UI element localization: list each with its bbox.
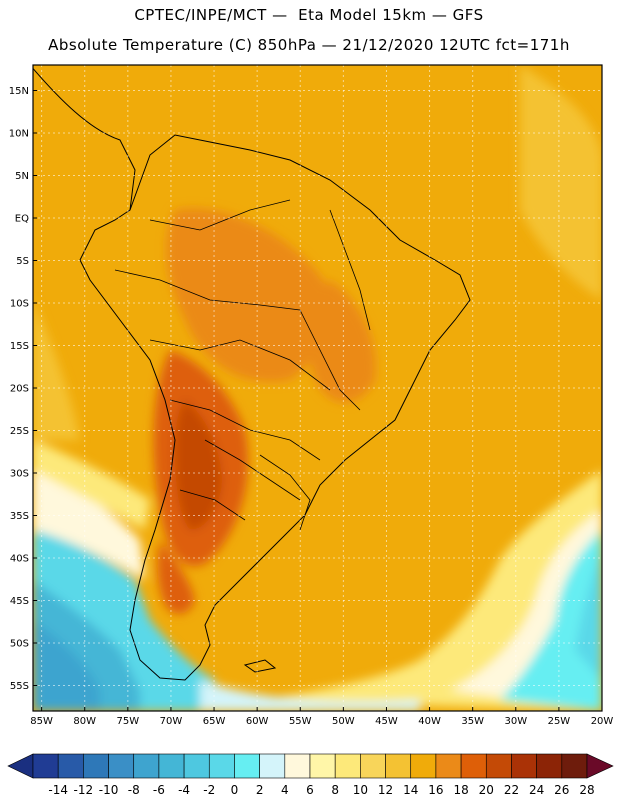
chart-title-line1: CPTEC/INPE/MCT — Eta Model 15km — GFS <box>134 6 484 24</box>
colorbar-swatch <box>309 753 336 779</box>
colorbar-label: -10 <box>99 783 119 797</box>
colorbar-swatch <box>460 753 487 779</box>
colorbar-label: 12 <box>378 783 393 797</box>
lat-label: EQ <box>15 214 29 225</box>
colorbar-label: 4 <box>281 783 289 797</box>
colorbar-swatch <box>284 753 311 779</box>
colorbar-swatch <box>57 753 84 779</box>
colorbar-swatch <box>511 753 537 779</box>
colorbar-swatch <box>435 753 462 779</box>
longitude-labels: 85W 80W 75W 70W 65W 60W 55W 50W 45W 40W 35W 30W 25W 2… <box>30 707 613 727</box>
falkland-islands <box>243 659 277 673</box>
lat-label: 40S <box>10 554 29 565</box>
colorbar-label: 18 <box>453 783 468 797</box>
lat-label: 45S <box>10 596 29 607</box>
colorbar-label: 16 <box>428 783 443 797</box>
colorbar-swatch <box>334 753 361 779</box>
lat-label: 15N <box>9 86 29 97</box>
temperature-map: 15N 10N 5N EQ 5S 10S 15S 20S 25S 30S 35S 40S 45S 50S 5… <box>9 64 613 727</box>
lat-label: 20S <box>10 384 29 395</box>
lat-label: 50S <box>10 639 29 650</box>
field-amazon-warm <box>166 208 333 382</box>
lon-label: 60W <box>246 716 269 727</box>
field-south-atlantic-colder <box>575 550 602 680</box>
colorbar-swatch <box>410 753 437 779</box>
lat-label: 5S <box>16 256 29 267</box>
colorbar-label: -12 <box>74 783 94 797</box>
lon-label: 50W <box>332 716 355 727</box>
lat-label: 25S <box>10 426 29 437</box>
field-drake-cool <box>200 680 420 711</box>
lat-label: 35S <box>10 511 29 522</box>
lon-label: 85W <box>30 716 53 727</box>
lat-label: 10N <box>9 129 29 140</box>
colorbar-label: -8 <box>128 783 140 797</box>
colorbar-swatch <box>32 753 59 779</box>
colorbar-swatch <box>385 753 412 779</box>
colorbar-label: -6 <box>153 783 165 797</box>
colorbar-swatch <box>536 753 563 779</box>
lon-label: 35W <box>461 716 484 727</box>
field-south-atlantic-cold <box>500 530 602 711</box>
lat-label: 10S <box>10 299 29 310</box>
latitude-labels: 15N 10N 5N EQ 5S 10S 15S 20S 25S 30S 35S 40S 45S 50S 5… <box>9 86 37 692</box>
south-america-coastline <box>79 134 471 681</box>
lon-label: 25W <box>548 716 571 727</box>
colorbar-label: 26 <box>554 783 569 797</box>
colorbar-min-arrow <box>7 753 34 779</box>
colorbar-label: 20 <box>479 783 494 797</box>
temperature-colorbar: -14 -12 -10 -8 -6 -4 -2 0 2 4 6 8 10 12 14 16 18 20 22 24 26… <box>7 753 614 797</box>
colorbar-swatch <box>108 753 135 779</box>
colorbar-label: 0 <box>231 783 239 797</box>
colorbar-swatch <box>208 753 235 779</box>
central-america-coastline <box>33 67 136 211</box>
colorbar-label: -14 <box>48 783 68 797</box>
lon-label: 75W <box>117 716 140 727</box>
colorbar-label: 6 <box>306 783 314 797</box>
colorbar-label: -2 <box>203 783 215 797</box>
colorbar-label: 28 <box>579 783 594 797</box>
colorbar-swatch <box>360 753 386 779</box>
colorbar-label: 2 <box>256 783 264 797</box>
chart-title-line2: Absolute Temperature (C) 850hPa — 21/12/… <box>48 36 570 54</box>
field-chaco-core <box>175 400 222 530</box>
colorbar-label: 14 <box>403 783 418 797</box>
colorbar-swatch <box>133 753 160 779</box>
field-patagonia-warm <box>157 540 195 615</box>
lon-label: 45W <box>375 716 398 727</box>
colorbar-label: 8 <box>331 783 339 797</box>
field-tropical-atlantic <box>520 65 602 300</box>
colorbar-swatch <box>234 753 260 779</box>
lon-label: 55W <box>289 716 312 727</box>
colorbar-max-arrow <box>586 753 614 779</box>
lon-label: 30W <box>504 716 527 727</box>
colorbar-label: 24 <box>529 783 544 797</box>
lat-label: 5N <box>15 171 29 182</box>
lat-label: 15S <box>10 341 29 352</box>
lat-label: 30S <box>10 469 29 480</box>
lat-label: 55S <box>10 681 29 692</box>
colorbar-swatch <box>485 753 512 779</box>
colorbar-label: 10 <box>353 783 368 797</box>
colorbar-swatch <box>83 753 109 779</box>
colorbar-label: -4 <box>178 783 190 797</box>
lon-label: 70W <box>160 716 183 727</box>
colorbar-label: 22 <box>504 783 519 797</box>
field-pacific-mild <box>33 300 80 440</box>
lon-label: 40W <box>418 716 441 727</box>
field-mild-west <box>33 440 150 530</box>
colorbar-swatch <box>259 753 286 779</box>
field-cool-west <box>33 470 145 580</box>
colorbar-swatch <box>158 753 185 779</box>
colorbar-swatch <box>183 753 210 779</box>
lon-label: 65W <box>203 716 226 727</box>
lon-label: 20W <box>591 716 614 727</box>
colorbar-swatch <box>561 753 588 779</box>
lon-label: 80W <box>73 716 96 727</box>
